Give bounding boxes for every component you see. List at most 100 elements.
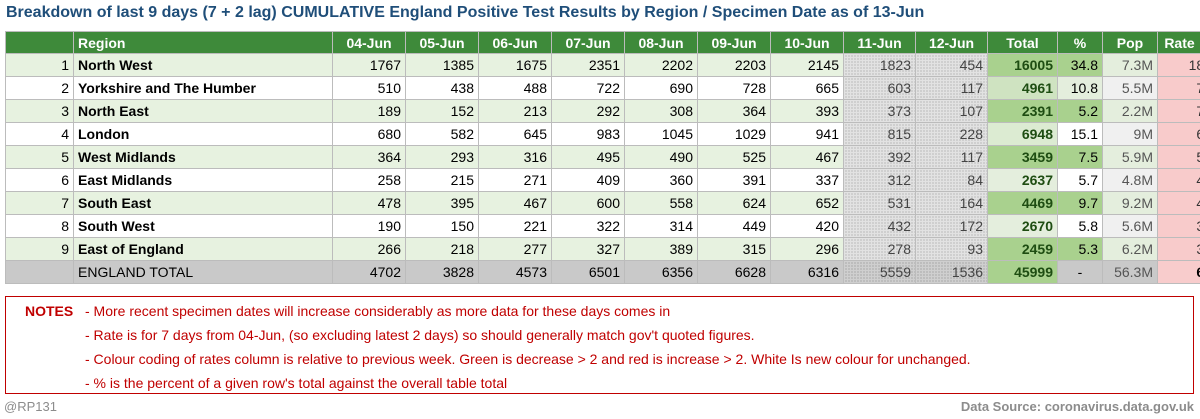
region-cell: West Midlands xyxy=(73,145,333,169)
day-value-cell: 266 xyxy=(332,237,406,261)
lag-value-cell: 454 xyxy=(915,53,988,77)
day-value-cell: 296 xyxy=(770,237,844,261)
total-label: ENGLAND TOTAL xyxy=(73,260,333,284)
total-cell: 3459 xyxy=(987,145,1058,169)
day-value-cell: 322 xyxy=(551,214,625,238)
day-value-cell: 221 xyxy=(478,214,552,238)
day-value-cell: 2202 xyxy=(624,53,698,77)
day-value-cell: 728 xyxy=(697,76,771,100)
pop-cell: 5.9M xyxy=(1102,145,1158,169)
lag-value-cell: 1536 xyxy=(915,260,988,284)
rate-cell: 69 xyxy=(1157,260,1200,284)
lag-value-cell: 93 xyxy=(915,237,988,261)
day-value-cell: 277 xyxy=(478,237,552,261)
day-header: 10-Jun xyxy=(770,31,844,54)
day-value-cell: 337 xyxy=(770,168,844,192)
region-header: Region xyxy=(73,31,333,54)
pct-cell: 5.7 xyxy=(1057,168,1103,192)
header-row: Region 04-Jun 05-Jun 06-Jun 07-Jun 08-Ju… xyxy=(5,31,1200,54)
pop-cell: 9.2M xyxy=(1102,191,1158,215)
pct-cell: 5.3 xyxy=(1057,237,1103,261)
lag-day-header: 12-Jun xyxy=(915,31,988,54)
lag-value-cell: 1823 xyxy=(843,53,916,77)
lag-value-cell: 117 xyxy=(915,145,988,169)
rate-cell: 41 xyxy=(1157,191,1200,215)
day-value-cell: 665 xyxy=(770,76,844,100)
england-total-row: ENGLAND TOTAL 4702 3828 4573 6501 6356 6628 631… xyxy=(5,260,1200,284)
table-row: 1 North West 1767 1385 1675 2351 2202 2203 2145 1… xyxy=(5,53,1200,77)
pct-cell: 34.8 xyxy=(1057,53,1103,77)
lag-value-cell: 164 xyxy=(915,191,988,215)
region-cell: East Midlands xyxy=(73,168,333,192)
rank-header xyxy=(5,31,74,54)
day-value-cell: 478 xyxy=(332,191,406,215)
region-cell: London xyxy=(73,122,333,146)
day-value-cell: 213 xyxy=(478,99,552,123)
total-cell: 2459 xyxy=(987,237,1058,261)
table-row: 3 North East 189 152 213 292 308 364 393 373 107 23… xyxy=(5,99,1200,123)
total-cell: 6948 xyxy=(987,122,1058,146)
day-header: 09-Jun xyxy=(697,31,771,54)
day-value-cell: 490 xyxy=(624,145,698,169)
day-value-cell: 680 xyxy=(332,122,406,146)
rank-cell: 2 xyxy=(5,76,74,100)
rank-cell: 5 xyxy=(5,145,74,169)
day-value-cell: 189 xyxy=(332,99,406,123)
day-value-cell: 364 xyxy=(332,145,406,169)
lag-value-cell: 228 xyxy=(915,122,988,146)
pop-cell: 2.2M xyxy=(1102,99,1158,123)
pop-cell: 5.5M xyxy=(1102,76,1158,100)
day-value-cell: 488 xyxy=(478,76,552,100)
day-value-cell: 983 xyxy=(551,122,625,146)
results-table: Region 04-Jun 05-Jun 06-Jun 07-Jun 08-Ju… xyxy=(5,31,1200,284)
rate-cell: 37 xyxy=(1157,214,1200,238)
pct-cell: 15.1 xyxy=(1057,122,1103,146)
day-value-cell: 510 xyxy=(332,76,406,100)
rate-header[interactable]: Rate xyxy=(1157,31,1200,54)
day-value-cell: 293 xyxy=(405,145,479,169)
rate-cell: 187 xyxy=(1157,53,1200,77)
total-cell: 16005 xyxy=(987,53,1058,77)
total-cell: 2391 xyxy=(987,99,1058,123)
day-value-cell: 941 xyxy=(770,122,844,146)
total-cell: 45999 xyxy=(987,260,1058,284)
rank-cell: 1 xyxy=(5,53,74,77)
day-value-cell: 3828 xyxy=(405,260,479,284)
day-value-cell: 624 xyxy=(697,191,771,215)
rank-cell: 8 xyxy=(5,214,74,238)
lag-value-cell: 312 xyxy=(843,168,916,192)
rank-cell: 6 xyxy=(5,168,74,192)
day-value-cell: 2145 xyxy=(770,53,844,77)
lag-value-cell: 531 xyxy=(843,191,916,215)
day-value-cell: 391 xyxy=(697,168,771,192)
pct-cell: 9.7 xyxy=(1057,191,1103,215)
day-value-cell: 690 xyxy=(624,76,698,100)
lag-value-cell: 172 xyxy=(915,214,988,238)
day-value-cell: 190 xyxy=(332,214,406,238)
total-cell: 4469 xyxy=(987,191,1058,215)
rate-header-label: Rate xyxy=(1164,34,1195,51)
lag-value-cell: 432 xyxy=(843,214,916,238)
region-cell: East of England xyxy=(73,237,333,261)
rate-cell: 46 xyxy=(1157,168,1200,192)
pct-cell: 5.8 xyxy=(1057,214,1103,238)
day-value-cell: 1045 xyxy=(624,122,698,146)
pct-cell: 7.5 xyxy=(1057,145,1103,169)
lag-value-cell: 107 xyxy=(915,99,988,123)
lag-value-cell: 5559 xyxy=(843,260,916,284)
table-row: 9 East of England 266 218 277 327 389 315 296 278… xyxy=(5,237,1200,261)
note-line: - % is the percent of a given row's tota… xyxy=(85,375,508,391)
day-value-cell: 467 xyxy=(770,145,844,169)
day-value-cell: 4573 xyxy=(478,260,552,284)
region-cell: South East xyxy=(73,191,333,215)
day-value-cell: 645 xyxy=(478,122,552,146)
table-row: 7 South East 478 395 467 600 558 624 652 531 164 44… xyxy=(5,191,1200,215)
day-value-cell: 2203 xyxy=(697,53,771,77)
day-header: 04-Jun xyxy=(332,31,406,54)
pop-cell: 9M xyxy=(1102,122,1158,146)
day-value-cell: 395 xyxy=(405,191,479,215)
region-cell: North East xyxy=(73,99,333,123)
rate-cell: 50 xyxy=(1157,145,1200,169)
day-value-cell: 652 xyxy=(770,191,844,215)
day-value-cell: 2351 xyxy=(551,53,625,77)
